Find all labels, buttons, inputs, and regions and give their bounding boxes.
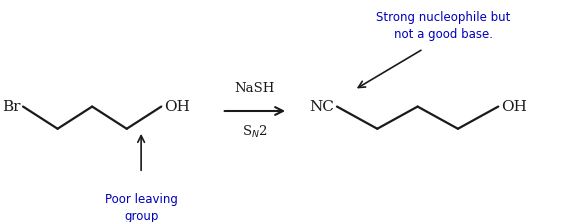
Text: NaSH: NaSH — [234, 82, 275, 95]
Text: OH: OH — [164, 99, 190, 114]
Text: OH: OH — [501, 99, 527, 114]
Text: Br: Br — [2, 99, 20, 114]
Text: NC: NC — [309, 99, 334, 114]
Text: Poor leaving
group: Poor leaving group — [105, 193, 177, 222]
Text: S$_{N}$2: S$_{N}$2 — [242, 124, 268, 141]
Text: Strong nucleophile but
not a good base.: Strong nucleophile but not a good base. — [376, 11, 511, 41]
